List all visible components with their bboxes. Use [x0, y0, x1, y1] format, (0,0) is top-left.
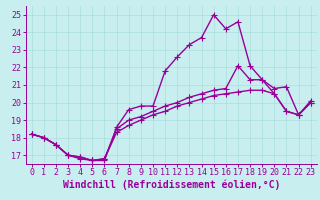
X-axis label: Windchill (Refroidissement éolien,°C): Windchill (Refroidissement éolien,°C) — [62, 180, 280, 190]
